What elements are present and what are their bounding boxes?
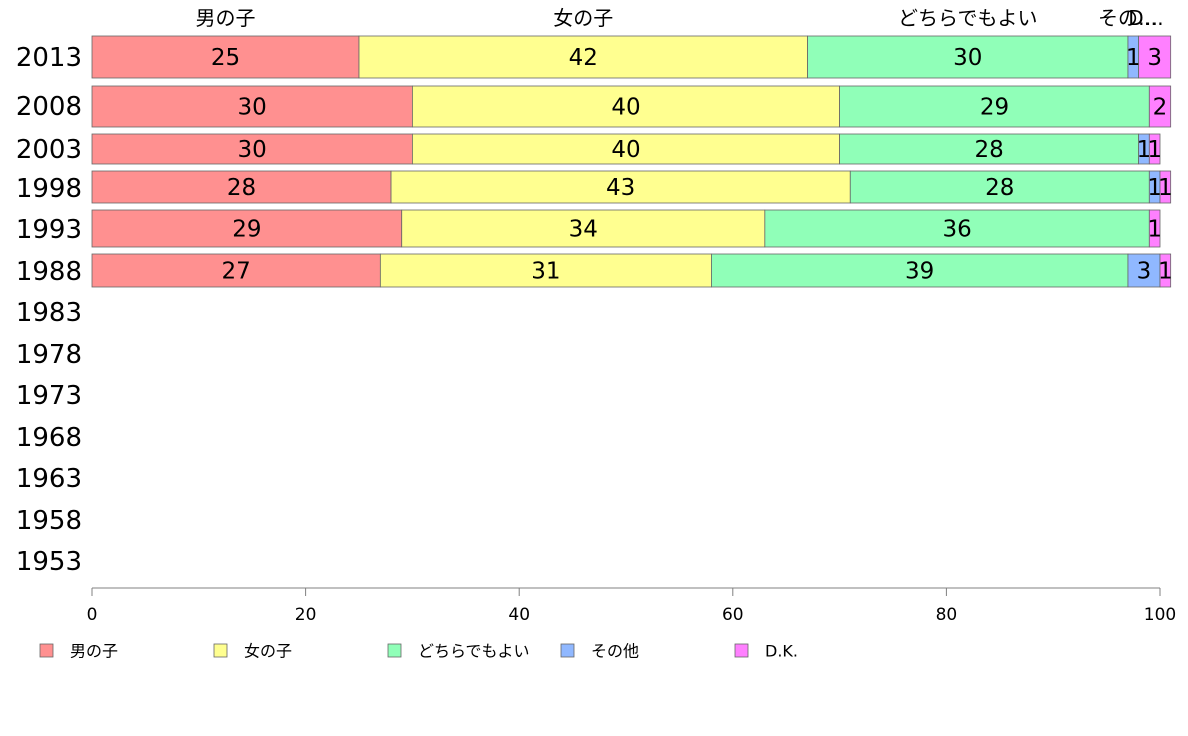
data-label-2003-girls: 40	[611, 137, 640, 163]
data-label-1998-either: 28	[985, 175, 1014, 201]
bar-1993-dk	[1148, 209, 1161, 248]
data-label-2003-other: 1	[1137, 137, 1152, 163]
bar-2013-boys	[91, 35, 360, 79]
bar-2008-either	[839, 85, 1150, 128]
y-label-1973: 1973	[16, 381, 82, 411]
bar-1988-other	[1127, 253, 1161, 288]
x-tick-label-80: 80	[936, 605, 958, 625]
bar-1988-boys	[91, 253, 381, 288]
legend-item-girls: 女の子	[213, 642, 292, 661]
bar-1988-either	[711, 253, 1129, 288]
data-label-2013-girls: 42	[569, 45, 598, 71]
bar-2008-boys	[91, 85, 413, 128]
bar-2008-girls	[411, 85, 841, 128]
x-tick-label-20: 20	[295, 605, 317, 625]
legend-label-dk: D.K.	[765, 642, 798, 661]
data-label-2013-either: 30	[953, 45, 982, 71]
y-label-1958: 1958	[16, 506, 82, 536]
bar-2008-dk	[1148, 85, 1172, 128]
data-label-2003-either: 28	[974, 137, 1003, 163]
legend-swatch-dk	[734, 643, 749, 658]
data-label-2003-boys: 30	[238, 137, 267, 163]
segment-header-either: どちらでもよい	[898, 6, 1037, 30]
segment-header-other: その…	[1098, 6, 1158, 30]
data-label-1998-other: 1	[1147, 175, 1162, 201]
bar-2013-dk	[1138, 35, 1172, 79]
data-label-2008-dk: 2	[1153, 95, 1168, 121]
bar-1988-girls	[379, 253, 712, 288]
y-label-1993: 1993	[16, 215, 82, 245]
segment-header-group: 男の子 女の子 どちらでもよい その… D…	[196, 6, 1164, 30]
legend-item-dk: D.K.	[734, 642, 798, 661]
bar-2003-dk	[1148, 133, 1161, 165]
data-label-1988-other: 3	[1137, 259, 1152, 285]
data-label-2003-dk: 1	[1147, 137, 1162, 163]
bar-1998-girls	[390, 170, 851, 204]
legend-item-other: その他	[560, 642, 639, 661]
data-label-1998-girls: 43	[606, 175, 635, 201]
data-label-2013-boys: 25	[211, 45, 240, 71]
bar-2003-either	[839, 133, 1140, 165]
x-axis: 0 20 40 60 80 100	[87, 587, 1176, 625]
bar-2013-either	[807, 35, 1129, 79]
data-label-1988-dk: 1	[1158, 259, 1173, 285]
y-label-1953: 1953	[16, 547, 82, 577]
data-label-2013-other: 1	[1126, 45, 1141, 71]
legend-item-either: どちらでもよい	[387, 642, 530, 661]
y-label-1968: 1968	[16, 423, 82, 453]
y-label-2003: 2003	[16, 135, 82, 165]
data-label-2008-boys: 30	[238, 95, 267, 121]
segment-header-girls: 女の子	[553, 6, 613, 30]
segment-header-dk: D…	[1128, 6, 1163, 30]
data-label-1993-dk: 1	[1147, 217, 1162, 243]
data-label-2013-dk: 3	[1147, 45, 1162, 71]
bar-1998-either	[849, 170, 1150, 204]
y-label-1963: 1963	[16, 464, 82, 494]
data-label-2008-girls: 40	[611, 95, 640, 121]
bar-1993-either	[764, 209, 1150, 248]
y-label-1978: 1978	[16, 340, 82, 370]
legend-swatch-girls	[213, 643, 228, 658]
legend: 男の子 女の子 どちらでもよい その他 D.K.	[39, 642, 798, 661]
data-label-1988-either: 39	[905, 259, 934, 285]
y-label-1988: 1988	[16, 257, 82, 287]
y-label-1983: 1983	[16, 298, 82, 328]
x-tick-label-0: 0	[87, 605, 98, 625]
legend-swatch-other	[560, 643, 575, 658]
data-label-2008-either: 29	[980, 95, 1009, 121]
legend-swatch-boys	[39, 643, 54, 658]
bar-1988-dk	[1159, 253, 1172, 288]
y-label-1998: 1998	[16, 174, 82, 204]
y-label-2013: 2013	[16, 43, 82, 73]
legend-item-boys: 男の子	[39, 642, 118, 661]
data-label-1993-girls: 34	[569, 217, 598, 243]
data-label-1998-dk: 1	[1158, 175, 1173, 201]
x-tick-label-100: 100	[1144, 605, 1176, 625]
legend-label-other: その他	[591, 642, 639, 661]
bar-1998-boys	[91, 170, 392, 204]
legend-label-girls: 女の子	[244, 642, 292, 661]
x-tick-label-40: 40	[508, 605, 530, 625]
legend-label-boys: 男の子	[70, 642, 118, 661]
bar-2013-girls	[358, 35, 808, 79]
data-label-1988-boys: 27	[222, 259, 251, 285]
segment-header-boys: 男の子	[196, 6, 256, 30]
bar-1998-dk	[1159, 170, 1172, 204]
legend-label-either: どちらでもよい	[418, 642, 530, 661]
legend-swatch-either	[387, 643, 402, 658]
y-label-2008: 2008	[16, 92, 82, 122]
data-label-1993-either: 36	[942, 217, 971, 243]
y-axis-labels: 2013 2008 2003 1998 1993 1988 1983 1978 1973 1968…	[16, 43, 82, 577]
data-label-1993-boys: 29	[232, 217, 261, 243]
bar-2003-boys	[91, 133, 413, 165]
bar-1993-boys	[91, 209, 403, 248]
data-label-1988-girls: 31	[531, 259, 560, 285]
data-label-1998-boys: 28	[227, 175, 256, 201]
x-tick-label-60: 60	[722, 605, 744, 625]
